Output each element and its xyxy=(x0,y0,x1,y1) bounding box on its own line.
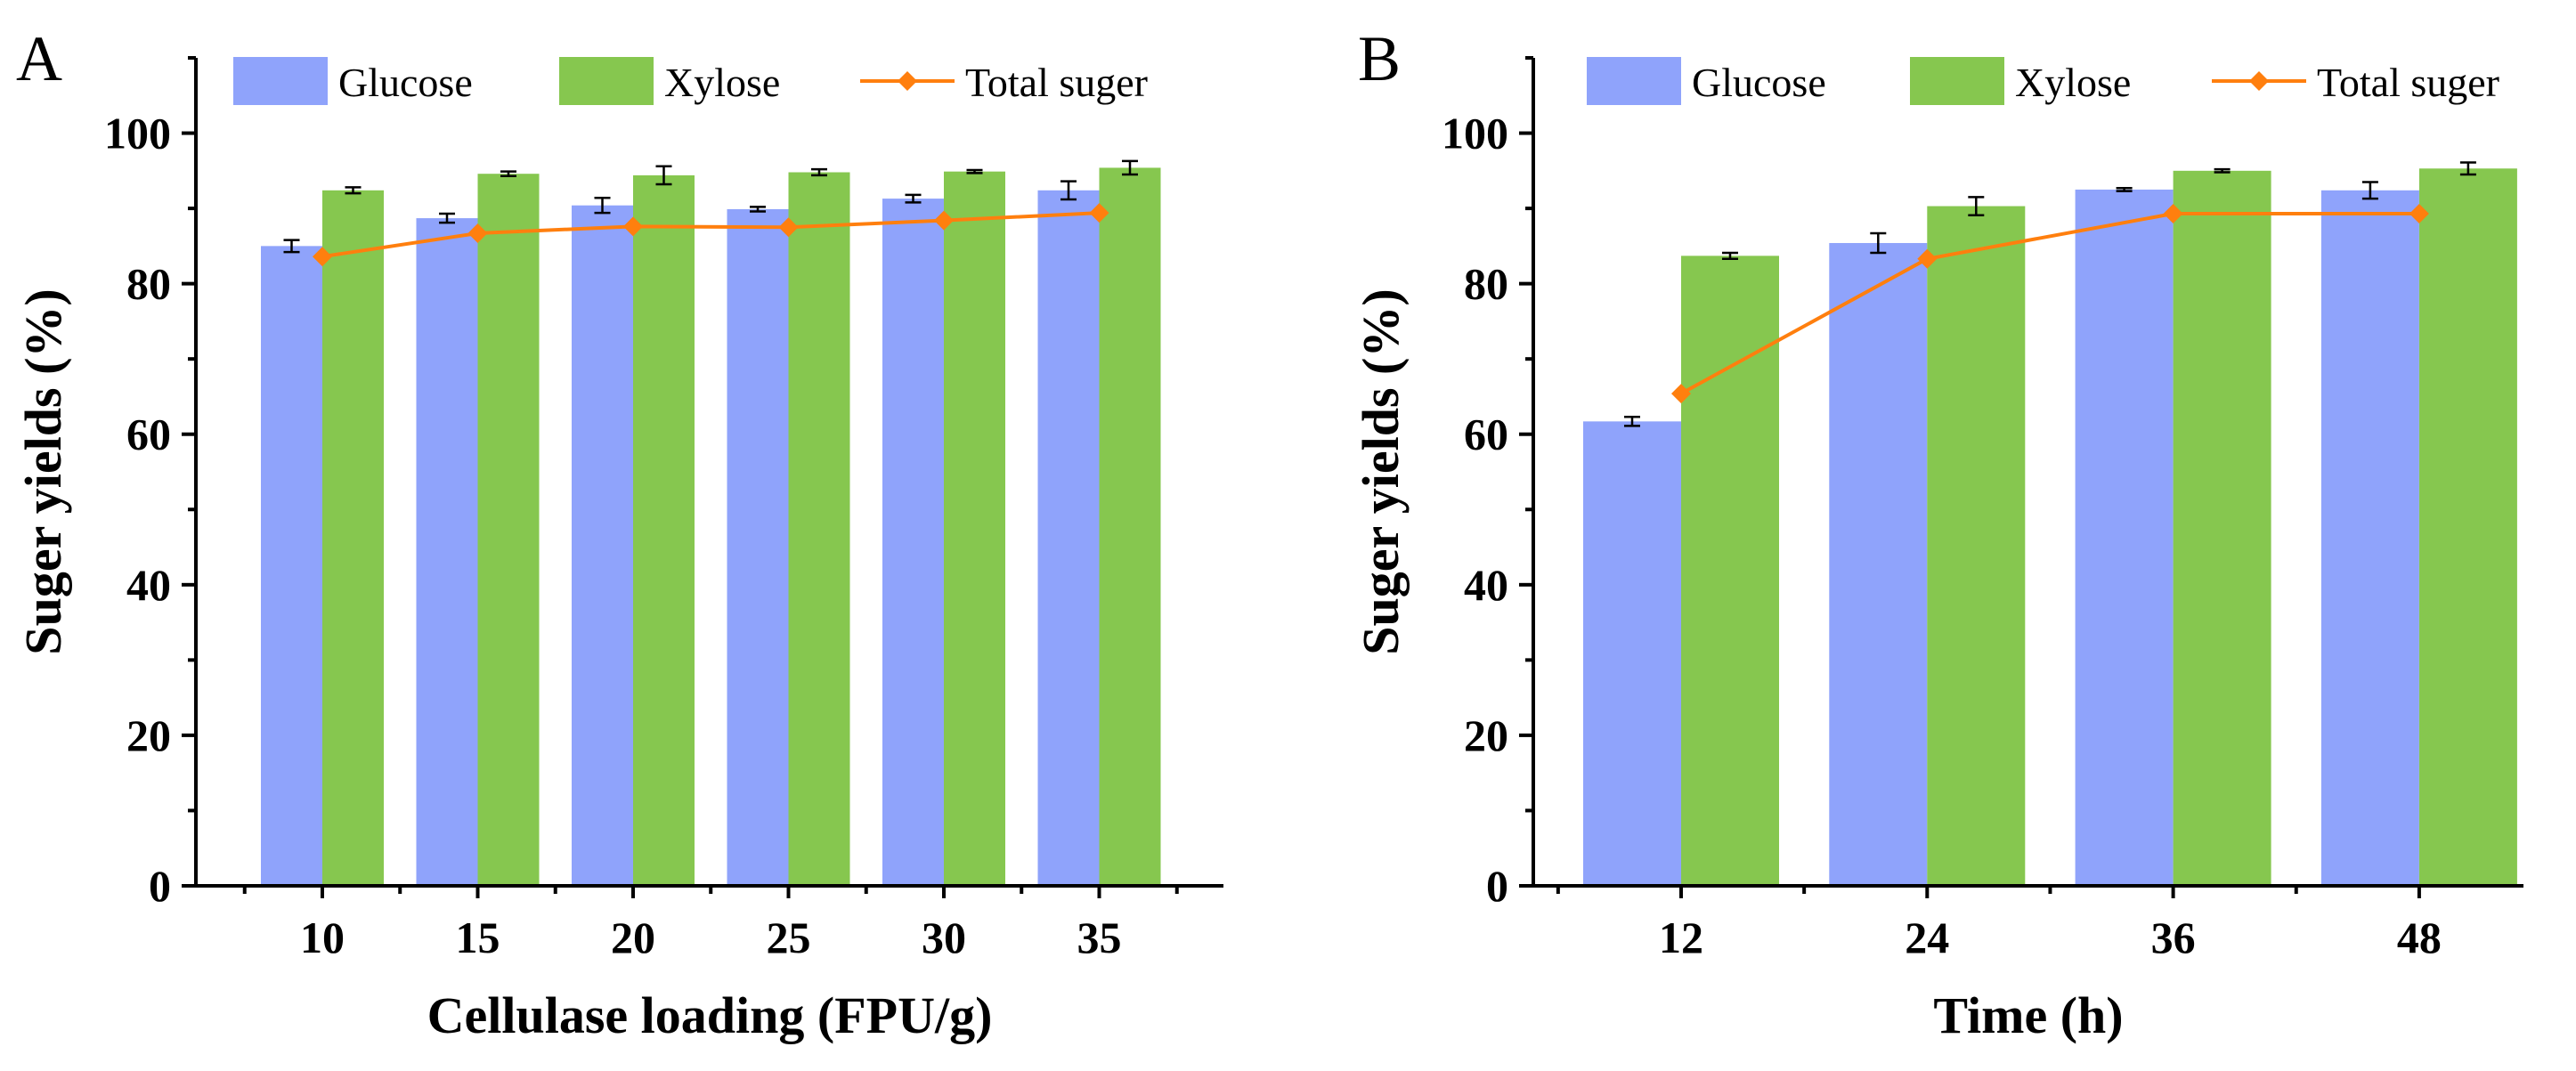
error-bar-xylose-35 xyxy=(1122,159,1138,176)
bar-glucose-10 xyxy=(261,246,322,886)
error-bar-glucose-25 xyxy=(750,206,766,213)
legend: Glucose Xylose Total suger xyxy=(233,57,1148,105)
bar-glucose-24 xyxy=(1829,242,1928,886)
x-tick-label: 30 xyxy=(922,913,966,962)
legend-label: Glucose xyxy=(338,60,473,105)
error-bar-glucose-15 xyxy=(439,212,455,224)
total-suger-point-35 xyxy=(1089,203,1109,223)
legend-swatch-total-suger-marker xyxy=(2249,71,2269,91)
error-bar-glucose-12 xyxy=(1624,416,1640,427)
error-bar-xylose-12 xyxy=(1722,251,1738,260)
y-tick-label: 80 xyxy=(126,259,171,309)
bar-xylose-35 xyxy=(1099,167,1161,886)
bar-glucose-48 xyxy=(2320,190,2419,887)
legend-label: Glucose xyxy=(1692,60,1826,105)
legend-swatch-glucose xyxy=(233,57,328,105)
y-tick-label: 40 xyxy=(126,560,171,610)
total-suger-point-36 xyxy=(2163,204,2183,224)
y-tick-label: 60 xyxy=(1464,410,1508,459)
y-tick-label: 100 xyxy=(104,109,171,158)
x-axis-title: Time (h) xyxy=(1933,986,2123,1044)
y-tick-label: 40 xyxy=(1464,560,1508,610)
bar-glucose-12 xyxy=(1583,421,1681,886)
total-suger-point-15 xyxy=(467,223,488,243)
bar-xylose-36 xyxy=(2173,170,2271,886)
error-bar-glucose-24 xyxy=(1870,231,1887,255)
bar-xylose-10 xyxy=(322,190,384,887)
total-suger-point-30 xyxy=(934,210,954,231)
error-bar-xylose-30 xyxy=(966,168,983,174)
total-suger-point-10 xyxy=(313,247,332,267)
bar-glucose-30 xyxy=(882,199,944,887)
legend-label: Total suger xyxy=(2317,60,2499,105)
total-suger-point-48 xyxy=(2409,204,2429,224)
total-suger-point-20 xyxy=(623,216,643,237)
bar-xylose-20 xyxy=(633,174,695,886)
error-bar-glucose-20 xyxy=(594,197,611,215)
error-bar-xylose-20 xyxy=(655,165,672,186)
y-tick-label: 0 xyxy=(1486,861,1508,911)
bar-xylose-30 xyxy=(944,171,1005,886)
error-bar-glucose-36 xyxy=(2116,187,2133,192)
x-tick-label: 10 xyxy=(300,913,345,962)
legend-label: Total suger xyxy=(965,60,1148,105)
error-bar-glucose-30 xyxy=(905,193,922,204)
total-suger-line xyxy=(321,211,1100,259)
legend: Glucose Xylose Total suger xyxy=(1587,57,2499,105)
panel-label: B xyxy=(1358,23,1401,94)
bar-xylose-48 xyxy=(2418,168,2517,887)
bar-glucose-25 xyxy=(727,208,789,886)
legend-swatch-glucose xyxy=(1587,57,1681,105)
bar-glucose-36 xyxy=(2075,189,2174,887)
legend-label: Xylose xyxy=(2015,60,2131,105)
bar-xylose-25 xyxy=(788,172,850,886)
legend-swatch-total-suger-marker xyxy=(898,71,917,91)
total-suger-point-25 xyxy=(778,217,799,238)
chart-panel-b: 0 20 40 60 80 100 12 24 36 48 Time (h) Suger yields… xyxy=(1352,23,2523,1044)
total-suger-line xyxy=(1680,212,2419,395)
y-axis-title: Suger yields (%) xyxy=(14,288,72,654)
x-tick-label: 48 xyxy=(2397,913,2442,962)
error-bar-glucose-10 xyxy=(283,239,300,254)
y-axis-title: Suger yields (%) xyxy=(1352,288,1410,654)
error-bar-xylose-15 xyxy=(500,170,516,177)
x-tick-label: 12 xyxy=(1659,913,1703,962)
x-tick-label: 25 xyxy=(767,913,811,962)
bar-glucose-15 xyxy=(416,218,478,887)
bar-xylose-15 xyxy=(477,174,540,886)
error-bar-xylose-24 xyxy=(1968,196,1985,216)
x-tick-label: 15 xyxy=(456,913,500,962)
bar-xylose-24 xyxy=(1927,206,2026,886)
y-tick-label: 100 xyxy=(1442,109,1508,158)
y-tick-label: 80 xyxy=(1464,259,1508,309)
total-suger-point-12 xyxy=(1671,384,1691,404)
panel-label: A xyxy=(16,23,62,94)
x-tick-label: 24 xyxy=(1905,913,1949,962)
x-tick-label: 20 xyxy=(611,913,655,962)
x-axis-title: Cellulase loading (FPU/g) xyxy=(427,986,993,1044)
bar-xylose-12 xyxy=(1681,256,1779,886)
bar-glucose-20 xyxy=(572,205,633,886)
error-bar-glucose-48 xyxy=(2361,181,2378,200)
error-bar-xylose-25 xyxy=(811,167,827,177)
legend-swatch-xylose xyxy=(559,57,654,105)
y-tick-label: 0 xyxy=(149,861,171,911)
bar-glucose-35 xyxy=(1037,190,1100,887)
y-tick-label: 20 xyxy=(126,710,171,760)
legend-label: Xylose xyxy=(664,60,780,105)
error-bar-xylose-48 xyxy=(2459,161,2476,176)
error-bar-xylose-10 xyxy=(345,186,362,195)
total-suger-point-24 xyxy=(1917,248,1938,269)
x-tick-label: 36 xyxy=(2151,913,2196,962)
legend-swatch-xylose xyxy=(1910,57,2004,105)
chart-panel-a: 0 20 40 60 80 100 10 15 20 25 30 35 Cellulase loadin… xyxy=(14,23,1223,1044)
error-bar-xylose-36 xyxy=(2214,167,2231,174)
error-bar-glucose-35 xyxy=(1060,180,1077,201)
y-tick-label: 60 xyxy=(126,410,171,459)
x-tick-label: 35 xyxy=(1077,913,1122,962)
y-tick-label: 20 xyxy=(1464,710,1508,760)
